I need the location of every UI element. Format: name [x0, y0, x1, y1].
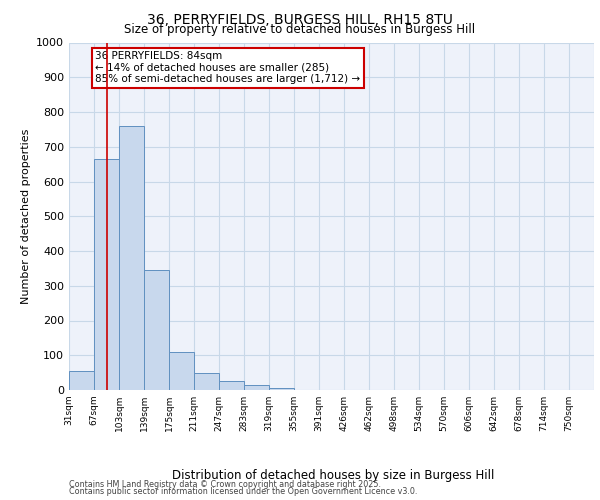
Bar	[119, 126, 144, 390]
Bar	[194, 372, 219, 390]
Y-axis label: Number of detached properties: Number of detached properties	[20, 128, 31, 304]
Text: 36 PERRYFIELDS: 84sqm
← 14% of detached houses are smaller (285)
85% of semi-det: 36 PERRYFIELDS: 84sqm ← 14% of detached …	[95, 51, 361, 84]
Text: Contains HM Land Registry data © Crown copyright and database right 2025.: Contains HM Land Registry data © Crown c…	[69, 480, 381, 489]
Bar	[169, 352, 194, 390]
Bar	[69, 371, 94, 390]
Bar	[219, 380, 244, 390]
Text: Distribution of detached houses by size in Burgess Hill: Distribution of detached houses by size …	[172, 470, 494, 482]
Text: Size of property relative to detached houses in Burgess Hill: Size of property relative to detached ho…	[124, 22, 476, 36]
Text: Contains public sector information licensed under the Open Government Licence v3: Contains public sector information licen…	[69, 487, 418, 496]
Bar	[144, 270, 169, 390]
Bar	[244, 385, 269, 390]
Bar	[269, 388, 294, 390]
Text: 36, PERRYFIELDS, BURGESS HILL, RH15 8TU: 36, PERRYFIELDS, BURGESS HILL, RH15 8TU	[147, 12, 453, 26]
Bar	[94, 159, 119, 390]
